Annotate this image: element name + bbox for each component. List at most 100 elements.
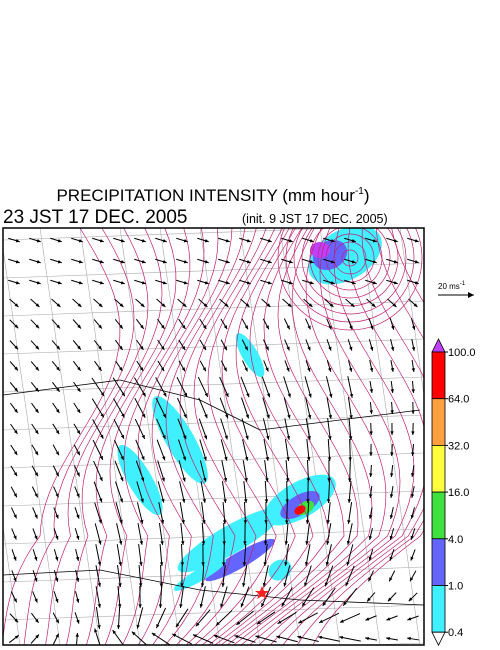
wind-arrowhead: [267, 260, 272, 264]
wind-arrowhead: [224, 414, 229, 419]
wind-arrowhead: [55, 619, 59, 624]
wind-arrowhead: [245, 303, 250, 308]
wind-arrow: [283, 397, 291, 419]
wind-arrowhead: [57, 239, 62, 243]
lat-line: [3, 149, 424, 164]
wind-arrow: [305, 544, 311, 566]
wind-arrowhead: [181, 367, 185, 372]
wind-arrowhead: [76, 387, 81, 392]
wind-arrow: [219, 376, 229, 398]
wind-arrowhead: [234, 635, 239, 639]
wind-arrowhead: [285, 520, 289, 524]
wind-arrowhead: [158, 604, 163, 608]
wind-arrowhead: [263, 562, 267, 566]
wind-arrowhead: [287, 303, 292, 308]
wind-arrowhead: [56, 387, 60, 392]
wind-arrowhead: [393, 260, 398, 264]
wind-arrowhead: [286, 325, 290, 330]
wind-arrowhead: [179, 604, 183, 608]
wind-arrow: [241, 418, 249, 440]
wind-arrowhead: [203, 456, 207, 461]
wind-arrowhead: [121, 392, 125, 397]
wind-arrowhead: [97, 625, 101, 629]
wind-arrow: [156, 418, 166, 440]
wind-arrowhead: [242, 562, 247, 566]
wind-arrowhead: [120, 477, 124, 482]
colorbar-label: 16.0: [448, 487, 469, 499]
wind-arrowhead: [160, 541, 164, 545]
reference-arrowhead: [468, 292, 474, 298]
wind-arrowhead: [14, 635, 19, 639]
wind-arrow: [347, 523, 353, 545]
wind-arrowhead: [161, 456, 166, 461]
wind-arrow: [177, 439, 187, 461]
isobar: [45, 228, 149, 645]
wind-arrowhead: [369, 367, 374, 372]
isobar: [23, 228, 135, 645]
wind-arrow: [286, 501, 288, 525]
wind-arrowhead: [220, 603, 224, 608]
wind-arrowhead: [203, 303, 208, 308]
wind-arrowhead: [14, 345, 19, 350]
wind-arrowhead: [225, 239, 230, 243]
wind-arrow: [134, 418, 146, 440]
wind-arrowhead: [75, 598, 80, 603]
wind-arrowhead: [348, 457, 352, 461]
wind-arrow: [306, 439, 310, 461]
wind-arrowhead: [13, 493, 17, 498]
colorbar-segment: [431, 444, 446, 493]
wind-arrowhead: [236, 621, 241, 625]
wind-arrow: [155, 377, 167, 397]
wind-arrowhead: [13, 451, 18, 456]
wind-arrowhead: [78, 281, 83, 285]
colorbar-under: [431, 631, 446, 647]
wind-arrowhead: [140, 498, 144, 503]
wind-arrowhead: [55, 514, 59, 519]
wind-arrow: [95, 607, 101, 629]
wind-arrowhead: [411, 389, 415, 393]
map-frame: [2, 227, 425, 646]
wind-arrow: [155, 397, 167, 419]
wind-arrow: [176, 397, 188, 419]
wind-arrowhead: [36, 260, 41, 264]
wind-arrowhead: [286, 457, 290, 461]
wind-arrow: [131, 631, 148, 645]
wind-arrowhead: [183, 260, 188, 264]
lat-line: [3, 376, 424, 393]
wind-arrow: [157, 481, 165, 503]
wind-arrowhead: [201, 541, 206, 545]
wind-arrowhead: [371, 303, 376, 308]
lat-line: [3, 228, 349, 241]
wind-arrow: [261, 376, 271, 398]
wind-arrowhead: [120, 260, 125, 264]
wind-arrow: [281, 587, 293, 607]
wind-arrowhead: [326, 541, 330, 545]
wind-arrowhead: [256, 620, 261, 625]
wind-arrow: [242, 565, 248, 587]
wind-arrowhead: [13, 535, 17, 540]
wind-arrow: [116, 544, 122, 566]
wind-arrowhead: [285, 478, 290, 482]
wind-arrowhead: [243, 541, 247, 545]
lat-line: [3, 604, 424, 621]
wind-arrowhead: [244, 478, 248, 482]
isobar: [201, 228, 296, 645]
wind-arrowhead: [348, 367, 353, 372]
wind-arrowhead: [202, 367, 206, 372]
wind-arrow: [151, 632, 171, 645]
wind-arrowhead: [407, 636, 411, 641]
wind-arrowhead: [35, 366, 39, 371]
wind-arrow: [240, 586, 250, 608]
wind-arrow: [95, 565, 101, 587]
wind-arrow: [264, 522, 268, 546]
wind-arrow: [179, 481, 185, 503]
wind-arrow: [177, 418, 187, 440]
colorbar-segment: [431, 585, 446, 633]
wind-arrowhead: [119, 324, 123, 329]
wind-arrow: [179, 586, 185, 608]
wind-arrowhead: [307, 436, 311, 440]
wind-arrowhead: [98, 366, 102, 371]
wind-arrowhead: [160, 519, 165, 524]
wind-arrowhead: [410, 473, 415, 477]
wind-arrowhead: [245, 414, 250, 419]
